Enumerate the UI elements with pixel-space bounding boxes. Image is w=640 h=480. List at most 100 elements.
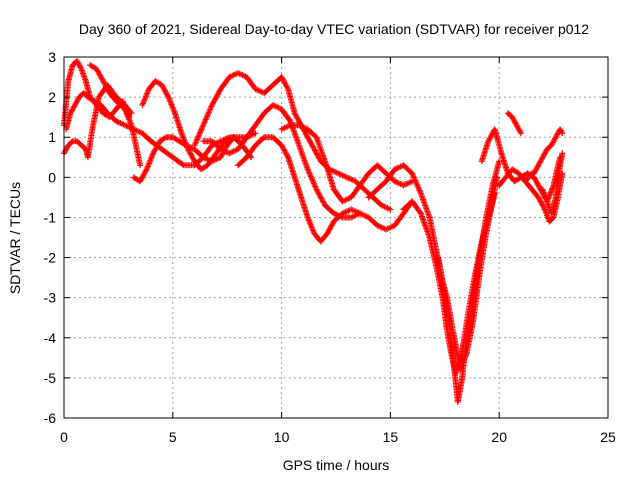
satellite-track-i (235, 134, 363, 245)
data-point-marker (527, 171, 534, 178)
data-point-marker (410, 173, 417, 180)
x-tick-label: 5 (169, 429, 177, 445)
data-point-marker (309, 177, 316, 184)
data-point-marker (413, 180, 420, 187)
data-point-marker (192, 140, 199, 147)
data-point-marker (205, 110, 212, 117)
data-point-marker (199, 125, 206, 132)
satellite-track-m (435, 174, 501, 373)
data-point-marker (203, 115, 210, 122)
data-point-marker (415, 184, 422, 191)
satellite-track-d (87, 62, 144, 169)
data-point-marker (286, 116, 293, 123)
data-point-marker (387, 206, 394, 213)
data-point-marker (310, 179, 317, 186)
data-point-marker (559, 130, 566, 137)
data-point-marker (197, 129, 204, 136)
y-tick-label: -1 (44, 209, 57, 225)
data-point-marker (559, 150, 566, 157)
data-point-marker (517, 130, 524, 137)
x-tick-label: 20 (491, 429, 507, 445)
data-point-marker (411, 176, 418, 183)
data-point-marker (412, 177, 419, 184)
data-point-marker (142, 167, 149, 174)
data-point-marker (416, 209, 423, 216)
data-point-marker (312, 184, 319, 191)
plot-frame (63, 56, 609, 419)
data-point-marker (202, 117, 209, 124)
data-point-marker (252, 130, 259, 137)
y-tick-label: 0 (48, 169, 56, 185)
x-axis-label: GPS time / hours (283, 457, 390, 473)
data-point-marker (528, 170, 535, 177)
data-point-marker (191, 142, 198, 149)
data-point-marker (198, 126, 205, 133)
y-tick-label: 2 (48, 89, 56, 105)
data-point-marker (195, 133, 202, 140)
data-point-marker (199, 123, 206, 130)
x-tick-label: 0 (60, 429, 68, 445)
data-point-marker (494, 174, 501, 181)
y-tick-label: -5 (44, 370, 57, 386)
data-point-marker (312, 183, 319, 190)
data-point-marker (195, 132, 202, 139)
x-tick-label: 10 (274, 429, 290, 445)
y-tick-label: 3 (48, 49, 56, 65)
data-point-marker (193, 137, 200, 144)
data-point-marker (307, 172, 314, 179)
data-point-marker (284, 84, 291, 91)
data-point-marker (179, 161, 186, 168)
data-point-marker (309, 176, 316, 183)
data-point-marker (196, 130, 203, 137)
data-point-marker (200, 122, 207, 129)
data-point-marker (414, 181, 421, 188)
x-tick-label: 25 (600, 429, 616, 445)
x-tick-label: 15 (383, 429, 399, 445)
data-point-marker (305, 169, 312, 176)
data-point-marker (356, 210, 363, 217)
data-point-marker (77, 64, 84, 71)
data-point-marker (310, 180, 317, 187)
chart-title: Day 360 of 2021, Sidereal Day-to-day VTE… (79, 21, 589, 37)
data-point-marker (192, 139, 199, 146)
data-point-marker (194, 135, 201, 142)
data-point-marker (161, 135, 168, 142)
satellite-track-s (496, 166, 535, 189)
data-point-marker (200, 120, 207, 127)
data-point-marker (164, 92, 171, 99)
data-point-marker (409, 170, 416, 177)
data-point-marker (412, 178, 419, 185)
data-point-marker (558, 128, 565, 135)
data-point-marker (306, 170, 313, 177)
data-point-marker (194, 136, 201, 143)
data-point-marker (414, 183, 421, 190)
data-point-marker (311, 182, 318, 189)
data-point-marker (417, 188, 424, 195)
y-tick-label: -4 (44, 330, 57, 346)
data-point-marker (496, 158, 503, 165)
data-point-marker (207, 106, 214, 113)
data-point-marker (307, 173, 314, 180)
data-point-marker (415, 186, 422, 193)
data-point-marker (409, 171, 416, 178)
data-point-marker (208, 103, 215, 110)
y-tick-label: -6 (44, 410, 57, 426)
data-point-marker (304, 166, 311, 173)
data-point-marker (305, 167, 312, 174)
satellite-track-r (539, 150, 566, 217)
data-layer (61, 58, 566, 405)
data-point-marker (202, 116, 209, 123)
data-point-marker (541, 205, 548, 212)
y-tick-label: -2 (44, 250, 57, 266)
satellite-track-q (531, 126, 566, 177)
data-point-marker (206, 107, 213, 114)
data-point-marker (203, 113, 210, 120)
data-point-marker (205, 109, 212, 116)
data-point-marker (308, 174, 315, 181)
data-point-marker (197, 127, 204, 134)
satellite-track-h (200, 102, 416, 233)
data-point-marker (411, 174, 418, 181)
data-point-marker (137, 162, 144, 169)
data-point-marker (207, 104, 214, 111)
data-point-marker (201, 119, 208, 126)
